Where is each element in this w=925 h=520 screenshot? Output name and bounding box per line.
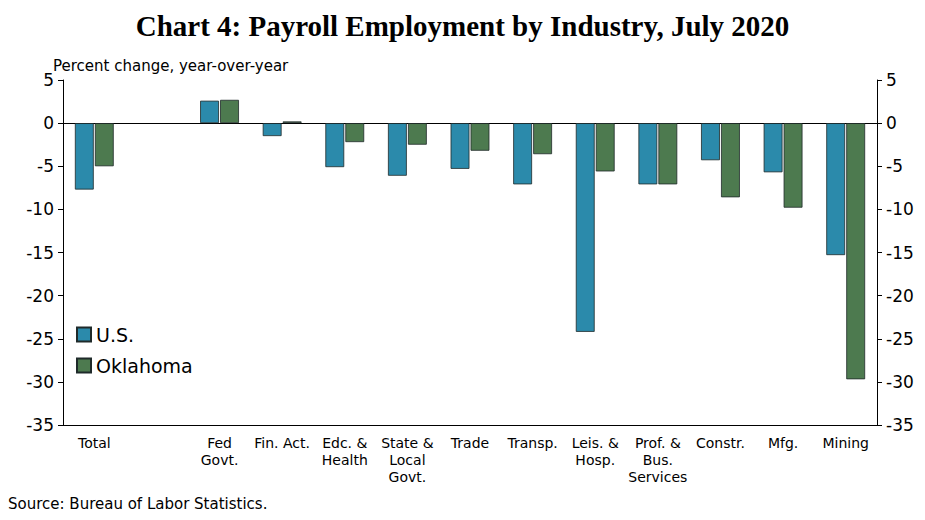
svg-text:Mining: Mining — [822, 435, 869, 451]
svg-text:Leis. &: Leis. & — [572, 435, 619, 451]
svg-text:U.S.: U.S. — [96, 324, 134, 346]
svg-text:Govt.: Govt. — [201, 452, 239, 468]
svg-text:-5: -5 — [886, 156, 903, 176]
svg-text:-10: -10 — [26, 199, 54, 219]
svg-text:-15: -15 — [26, 243, 54, 263]
svg-text:Hosp.: Hosp. — [575, 452, 615, 468]
svg-text:0: 0 — [43, 113, 54, 133]
svg-text:Govt.: Govt. — [389, 469, 427, 485]
svg-text:-20: -20 — [886, 286, 914, 306]
svg-text:Constr.: Constr. — [696, 435, 745, 451]
svg-text:Mfg.: Mfg. — [768, 435, 798, 451]
svg-text:-20: -20 — [26, 286, 54, 306]
svg-text:Trade: Trade — [450, 435, 489, 451]
svg-text:Prof. &: Prof. & — [635, 435, 681, 451]
svg-text:Oklahoma: Oklahoma — [96, 355, 193, 377]
svg-text:Health: Health — [322, 452, 368, 468]
svg-text:-30: -30 — [26, 372, 54, 392]
svg-text:-25: -25 — [886, 329, 914, 349]
svg-text:-10: -10 — [886, 199, 914, 219]
svg-text:Local: Local — [389, 452, 425, 468]
svg-text:Transp.: Transp. — [506, 435, 557, 451]
svg-text:-35: -35 — [26, 415, 54, 435]
svg-text:State &: State & — [381, 435, 434, 451]
svg-text:5: 5 — [886, 70, 897, 90]
svg-text:-30: -30 — [886, 372, 914, 392]
svg-text:Percent change, year-over-year: Percent change, year-over-year — [53, 57, 289, 75]
svg-text:Fin. Act.: Fin. Act. — [254, 435, 310, 451]
svg-text:Source: Bureau of Labor Statis: Source: Bureau of Labor Statistics. — [8, 495, 267, 513]
svg-text:0: 0 — [886, 113, 897, 133]
svg-text:Edc. &: Edc. & — [322, 435, 367, 451]
svg-text:Fed: Fed — [207, 435, 232, 451]
svg-text:-5: -5 — [37, 156, 54, 176]
svg-text:Services: Services — [628, 469, 687, 485]
svg-text:-35: -35 — [886, 415, 914, 435]
svg-text:Bus.: Bus. — [643, 452, 673, 468]
svg-text:Chart 4: Payroll Employment by: Chart 4: Payroll Employment by Industry,… — [136, 10, 790, 42]
svg-text:5: 5 — [43, 70, 54, 90]
svg-text:-25: -25 — [26, 329, 54, 349]
svg-text:-15: -15 — [886, 243, 914, 263]
svg-text:Total: Total — [77, 435, 111, 451]
